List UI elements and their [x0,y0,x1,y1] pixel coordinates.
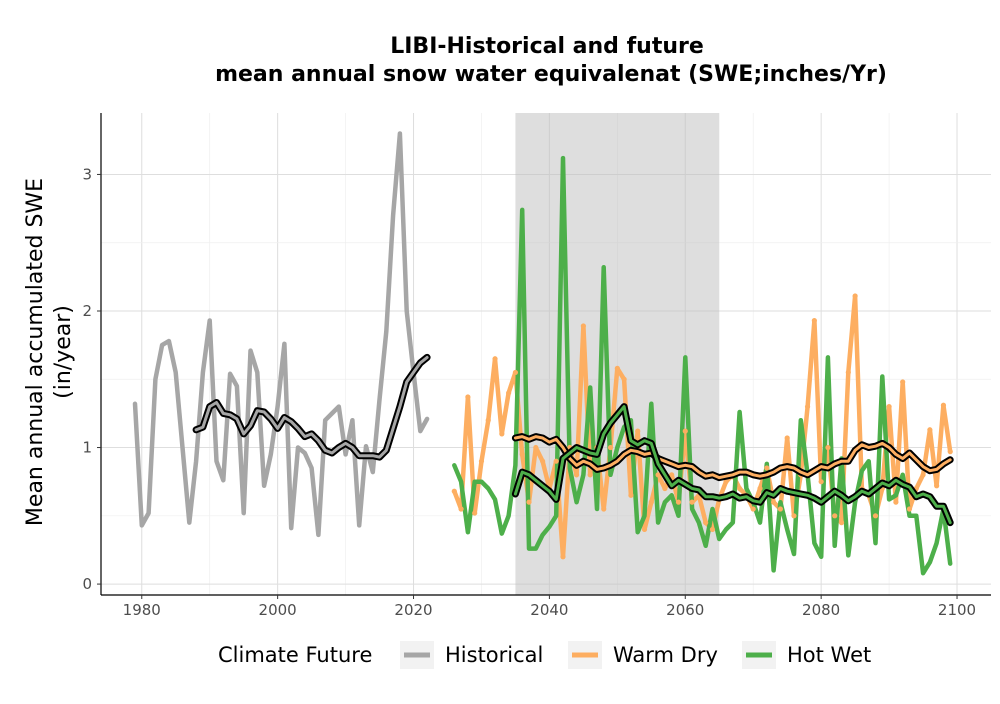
legend-label-hot-wet: Hot Wet [787,643,871,667]
data-point-warm-dry [703,520,709,526]
data-point-warm-dry [791,513,797,519]
shaded-period [515,113,720,595]
data-point-warm-dry [560,554,566,560]
data-point-warm-dry [533,444,539,451]
data-point-warm-dry [519,451,525,457]
data-point-warm-dry [886,403,892,410]
data-point-warm-dry [723,479,729,485]
data-point-warm-dry [465,394,471,400]
y-axis-label: Mean annual accumulated SWE (in/year) [23,178,76,526]
data-point-warm-dry [825,444,831,451]
plot-area: 1980 2000 2020 2040 2060 2080 2100 0 1 2 3 [82,113,991,619]
data-point-warm-dry [506,390,512,396]
legend: Climate Future Historical Warm Dry Hot Wet [218,641,871,669]
chart-title-line1: LIBI-Historical and future [390,34,704,59]
data-point-warm-dry [872,513,879,519]
data-point-warm-dry [784,435,790,441]
data-point-warm-dry [900,379,906,385]
data-point-warm-dry [737,485,743,492]
data-point-warm-dry [689,499,695,505]
data-point-warm-dry [607,444,614,451]
legend-label-historical: Historical [445,643,543,667]
data-point-warm-dry [777,506,783,512]
data-point-warm-dry [587,472,593,478]
data-point-warm-dry [499,431,505,437]
y-tick-label: 3 [82,165,92,183]
x-tick-label: 2020 [394,601,432,619]
chart-title-line2: mean annual snow water equivalenat (SWE;… [215,62,887,87]
legend-label-warm-dry: Warm Dry [613,643,718,667]
legend-title: Climate Future [218,643,372,667]
data-point-warm-dry [635,428,641,434]
data-point-warm-dry [940,402,947,408]
data-point-warm-dry [648,499,654,505]
data-point-warm-dry [512,369,519,376]
data-point-warm-dry [947,449,953,455]
y-axis-label-line2: (in/year) [51,305,76,399]
data-point-warm-dry [641,526,648,533]
data-point-warm-dry [770,499,777,505]
data-point-warm-dry [573,472,580,478]
y-tick-label: 1 [82,439,92,457]
data-point-warm-dry [601,506,607,512]
data-point-warm-dry [893,499,899,505]
data-point-warm-dry [451,488,457,494]
data-point-warm-dry [669,472,675,478]
x-tick-label: 2060 [666,601,704,619]
y-tick-label: 2 [82,302,92,320]
data-point-warm-dry [485,417,491,423]
data-point-warm-dry [845,369,851,376]
x-tick-label: 1980 [123,601,161,619]
data-point-warm-dry [927,427,933,433]
data-point-warm-dry [750,506,756,512]
data-point-warm-dry [662,485,668,492]
data-point-warm-dry [682,428,688,434]
data-point-warm-dry [580,323,586,329]
data-point-warm-dry [478,458,485,464]
smooth-line-hot-wet [513,405,952,525]
data-point-warm-dry [906,506,913,512]
data-point-warm-dry [838,520,845,526]
data-point-warm-dry [757,485,763,492]
x-tick-label: 2100 [938,601,976,619]
y-axis-label-line1: Mean annual accumulated SWE [23,178,48,526]
x-tick-label: 2000 [259,601,297,619]
data-point-warm-dry [764,465,770,471]
data-point-warm-dry [492,356,498,362]
data-point-warm-dry [920,472,926,478]
smooth-line-warm-dry [513,435,952,480]
data-point-warm-dry [655,472,661,478]
data-point-warm-dry [628,492,634,498]
smooth-line-historical [194,355,429,459]
x-tick-label: 2040 [530,601,568,619]
data-point-warm-dry [811,317,817,324]
data-point-warm-dry [458,506,464,512]
data-point-warm-dry [526,499,532,505]
data-point-warm-dry [675,499,682,505]
data-point-warm-dry [934,483,940,489]
data-point-warm-dry [553,458,559,464]
data-point-warm-dry [709,526,716,533]
data-point-warm-dry [818,479,824,485]
data-point-warm-dry [804,403,811,410]
data-point-warm-dry [621,376,627,382]
series-line-hot-wet [452,155,953,576]
series-line-historical [132,131,430,538]
data-point-warm-dry [472,510,478,516]
data-point-warm-dry [852,293,858,299]
y-tick-label: 0 [82,575,92,593]
data-point-warm-dry [832,513,838,519]
x-tick-label: 2080 [802,601,840,619]
data-point-warm-dry [540,458,546,464]
data-point-warm-dry [614,365,620,371]
